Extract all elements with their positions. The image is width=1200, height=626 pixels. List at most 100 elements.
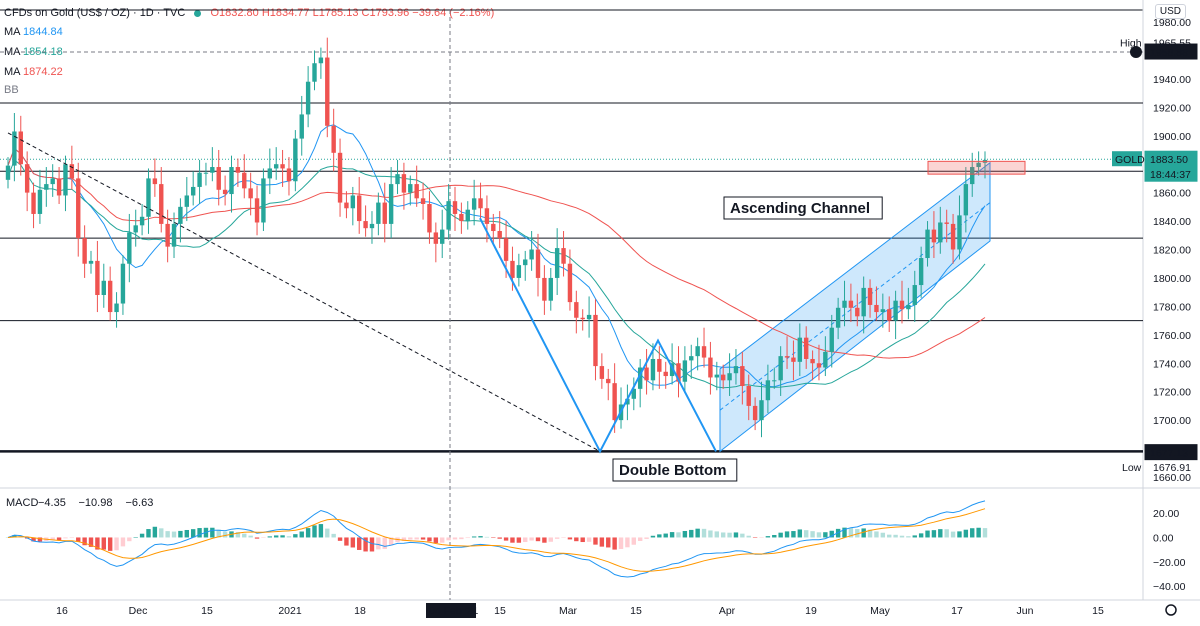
macd-histogram-bar (842, 527, 847, 538)
candle-body (344, 202, 349, 209)
macd-histogram-bar (893, 534, 898, 538)
candle-body (414, 184, 419, 199)
macd-histogram-bar (216, 529, 221, 538)
macd-tick-label: 20.00 (1153, 508, 1179, 520)
macd-histogram-bar (740, 533, 745, 538)
candle-body (682, 360, 688, 382)
candle-body (491, 223, 496, 232)
candles (5, 37, 988, 438)
low-value: 1676.91 (1153, 462, 1191, 474)
macd-histogram-bar (388, 537, 394, 546)
macd-histogram-bar (963, 529, 969, 538)
ma-value: 1844.84 (19, 26, 63, 38)
candle-body (663, 371, 668, 377)
candle-body (535, 249, 541, 278)
candle-body (197, 172, 202, 187)
candle-body (880, 309, 886, 313)
macd-histogram-bar (363, 537, 368, 552)
macd-histogram-bar (222, 531, 228, 538)
macd-histogram-bar (791, 531, 796, 538)
gold-price: 1883.50 (1150, 154, 1188, 166)
macd-histogram-bar (542, 537, 547, 543)
status-dot (194, 9, 202, 17)
candle-body (76, 178, 81, 239)
price-tick-label: 1700.00 (1153, 415, 1191, 427)
time-axis: 16 Dec 15 2021 18 04 Feb '21 15 Mar 15 Apr 19 May 17… (56, 603, 1177, 618)
macd-histogram-bar (982, 528, 988, 538)
candle-body (120, 263, 126, 304)
macd-histogram-bar (727, 532, 732, 538)
macd-histogram-bar (899, 535, 905, 538)
macd-histogram-bar (567, 537, 573, 540)
ma-label: MA (4, 46, 20, 58)
candle-body (797, 337, 803, 362)
add-alert-icon (1130, 46, 1142, 59)
macd-histogram-bar (133, 537, 138, 538)
macd-histogram-bar (823, 532, 828, 538)
macd-histogram-bar (408, 537, 413, 540)
currency-button[interactable]: USD (1154, 4, 1186, 19)
macd-histogram-bar (503, 537, 509, 541)
macd-histogram-bar (829, 530, 834, 538)
crosshair-price-bg (1144, 43, 1198, 60)
macd-histogram-bar (676, 532, 681, 538)
double-bottom-label: Double Bottom (619, 462, 726, 479)
macd-histogram-bar (784, 531, 790, 538)
candle-body (561, 248, 566, 264)
crosshair-price: 1958.88 (1150, 47, 1188, 59)
macd-histogram-bar (644, 537, 649, 539)
candle-body (178, 206, 183, 224)
macd-histogram-bar (535, 537, 541, 542)
macd-histogram-bar (242, 533, 247, 538)
price-tick-label: 1660.00 (1153, 472, 1191, 484)
price-tick-label: 1820.00 (1153, 245, 1191, 257)
drawings (7, 132, 1026, 454)
macd-histogram-bar (344, 537, 349, 546)
candle-body (765, 380, 771, 401)
macd-histogram-bar (657, 534, 662, 538)
plus-glyph: + (1132, 47, 1138, 59)
candle-body (931, 229, 937, 243)
candle-body (855, 307, 860, 317)
candle-body (720, 374, 726, 381)
time-tick-label: 19 (805, 605, 817, 617)
candle-body (171, 223, 177, 247)
candle-body (248, 188, 253, 199)
macd-histogram-bar (625, 537, 630, 548)
macd-histogram-bar (5, 537, 11, 538)
candle-body (669, 363, 675, 377)
macd-histogram-bar (606, 537, 611, 548)
candle-body (420, 198, 426, 204)
candle-body (465, 209, 470, 222)
price-tick-label: 1940.00 (1153, 74, 1191, 86)
countdown: 18:44:37 (1150, 169, 1191, 181)
candle-body (357, 195, 362, 222)
macd-histogram-bar (63, 537, 68, 539)
macd-histogram-bar (714, 531, 720, 538)
candle-body (887, 309, 892, 321)
macd-histogram-bar (950, 531, 956, 538)
macd-histogram-bar (746, 535, 751, 538)
candle-body (18, 131, 23, 165)
macd-histogram-bar (427, 537, 432, 542)
signal-line (7, 508, 986, 572)
candle-body (88, 260, 94, 264)
macd-histogram-bar (127, 537, 132, 542)
macd-histogram-bar (516, 537, 522, 543)
macd-histogram-bar (50, 537, 55, 540)
candle-body (606, 378, 611, 384)
macd-histogram-bar (523, 537, 528, 543)
price-tick-label: 1980.00 (1153, 17, 1191, 29)
macd-histogram-bar (708, 530, 713, 538)
candle-body (280, 164, 285, 169)
settings-gear-icon (1165, 604, 1177, 616)
macd-histogram-bar (293, 534, 298, 538)
candle-body (459, 213, 464, 222)
macd-histogram-bar (337, 537, 343, 541)
macd-histogram-bar (867, 529, 873, 538)
candle-body (816, 363, 822, 368)
candle-body (95, 260, 100, 295)
candle-body (918, 258, 924, 286)
time-tick-label: 16 (56, 605, 68, 617)
